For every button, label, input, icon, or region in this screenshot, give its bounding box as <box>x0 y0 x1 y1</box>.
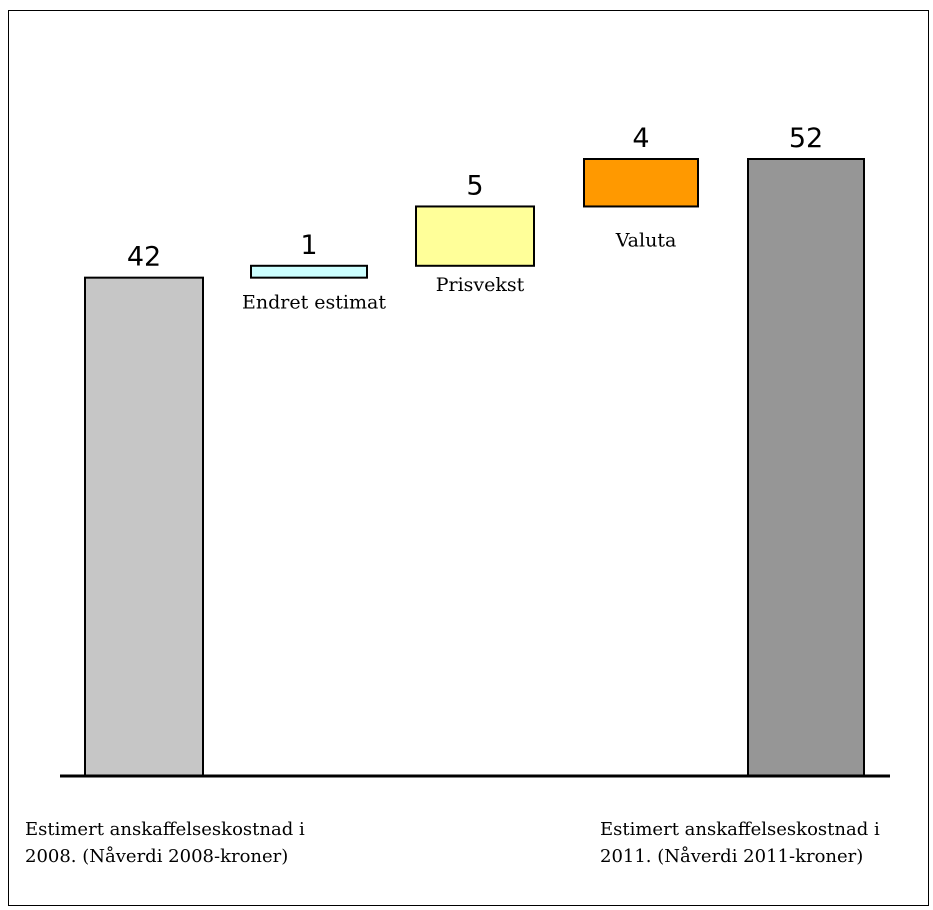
category-label-1-line-1: 2011. (Nåverdi 2011-kroner) <box>600 845 863 867</box>
bar-value-label-1: 1 <box>300 230 317 261</box>
category-label-1-line-0: Estimert anskaffelseskostnad i <box>600 819 880 840</box>
bar-label-2: Prisvekst <box>436 274 525 296</box>
bar-value-label-3: 4 <box>632 123 649 154</box>
bar-3 <box>583 158 699 208</box>
bar-4 <box>747 158 865 777</box>
bar-2 <box>415 205 535 267</box>
bar-0 <box>84 276 204 777</box>
bar-label-1: Endret estimat <box>242 292 386 314</box>
category-label-0-line-0: Estimert anskaffelseskostnad i <box>25 819 305 840</box>
bar-label-3: Valuta <box>615 229 677 251</box>
bar-value-label-0: 42 <box>127 242 161 273</box>
category-label-0-line-1: 2008. (Nåverdi 2008-kroner) <box>25 845 288 867</box>
bar-1 <box>250 264 368 279</box>
bar-value-label-2: 5 <box>466 170 483 201</box>
bar-value-label-4: 52 <box>789 123 823 154</box>
